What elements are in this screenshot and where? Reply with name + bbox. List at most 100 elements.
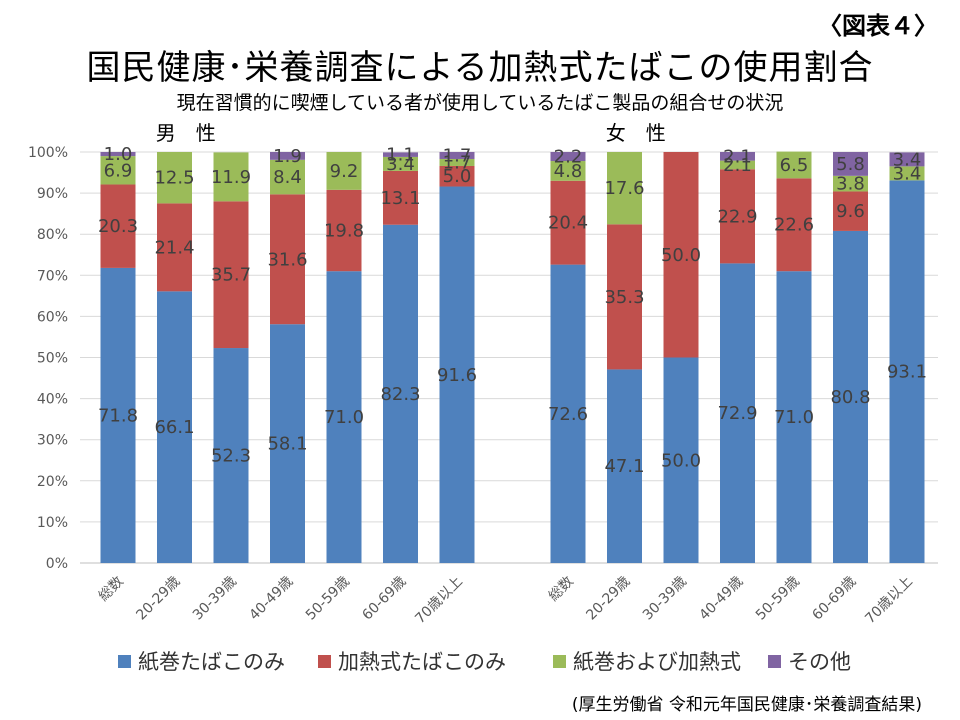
data-label: 3.4 [893,149,922,170]
data-labels: 71.8 20.3 6.91.0 66.1 21.4 12.5 52.3 35.7 11.9 58… [98,144,927,477]
data-label: 5.0 [443,166,472,187]
data-label: 3.4 [893,163,922,184]
data-label: 1.7 [443,145,472,166]
bar-segment [889,152,925,167]
data-label: 22.9 [717,206,757,227]
legend-swatch [768,655,781,668]
bar-segment [776,271,812,563]
x-tick-label: 30-39歳 [640,574,690,624]
x-tick-label: 40-49歳 [246,574,296,624]
bar-segment [157,152,192,204]
bar-segment [383,152,418,157]
bar-segment [889,166,925,181]
bar-segment [157,291,192,563]
y-tick-label: 30% [37,433,68,449]
data-label: 50.0 [661,450,701,471]
y-tick-label: 50% [37,351,68,367]
data-label: 5.8 [836,154,865,175]
data-label: 20.3 [98,216,138,237]
group-title: 男 性 [156,121,216,145]
data-label: 71.0 [774,407,814,428]
data-label: 71.8 [98,405,138,426]
bar-segment [439,165,475,187]
data-label: 11.9 [211,167,251,188]
bar-segment [833,191,868,231]
x-tick-label: 50-59歳 [753,574,803,624]
bars [100,151,925,564]
bar-segment [833,175,868,192]
data-label: 1.9 [273,146,302,167]
bar-segment [550,180,586,265]
data-label: 4.8 [554,161,583,182]
bar-segment [100,184,136,268]
bar-segment [720,263,755,563]
bar-segment [550,152,586,162]
legend-label: 紙巻たばこのみ [138,650,285,674]
legend-label: 紙巻および加熱式 [573,650,741,674]
data-label: 12.5 [154,168,194,189]
data-label: 50.0 [661,245,701,266]
data-label: 9.6 [836,201,865,222]
bar-segment [663,152,699,358]
data-label: 35.7 [211,265,251,286]
y-tick-label: 100% [28,145,68,161]
bar-segment [326,271,362,563]
chart-title: 国民健康･栄養調査による加熱式たばこの使用割合 [86,48,874,88]
y-tick-label: 90% [37,186,68,202]
bar-segment [270,194,305,325]
bar-segment [157,203,192,292]
bar-segment [550,161,586,181]
data-label: 6.5 [780,155,809,176]
bar-segment [383,224,418,563]
y-tick-label: 20% [37,474,68,490]
bar-segment [270,159,305,195]
bar-segment [607,152,642,225]
bar-segment [607,369,642,563]
bar-segment [550,264,586,563]
bar-segment [776,178,812,272]
legend-swatch [318,655,331,668]
x-tick-label: 70歳以上 [412,574,466,628]
legend-label: その他 [788,650,851,674]
bar-segment [100,267,136,563]
y-tick-label: 10% [37,515,68,531]
data-label: 2.1 [723,155,752,176]
chart-subtitle: 現在習慣的に喫煙している者が使用しているたばこ製品の組合せの状況 [176,92,784,114]
data-label: 82.3 [380,384,420,405]
bar-segment [833,152,868,176]
data-label: 58.1 [267,434,307,455]
data-label: 1.1 [386,145,415,166]
data-label: 72.6 [548,404,588,425]
data-label: 66.1 [154,417,194,438]
y-tick-label: 80% [37,227,68,243]
bar-segment [100,156,136,185]
bar-segment [383,170,418,225]
data-label: 35.3 [604,287,644,308]
data-label: 17.6 [604,178,644,199]
data-label: 2.2 [554,147,583,168]
data-label: 72.9 [717,403,757,424]
figure-label: 〈図表４〉 [818,12,938,40]
data-label: 19.8 [324,221,364,242]
data-label: 71.0 [324,407,364,428]
group-title: 女 性 [606,121,666,145]
x-tick-label: 総数 [96,574,127,605]
bar-segment [100,152,136,157]
bar-segment [213,201,249,349]
bar-segment [720,169,755,264]
data-label: 13.1 [380,188,420,209]
bar-segment [439,158,475,166]
bar-segment [720,160,755,170]
data-label: 93.1 [887,362,927,383]
data-label: 91.6 [437,365,477,386]
bar-segment [270,152,305,160]
x-tick-label: 総数 [546,574,577,605]
x-tick-label: 20-29歳 [133,574,183,624]
legend: 紙巻たばこのみ 加熱式たばこのみ 紙巻および加熱式 その他 [118,650,851,674]
bar-segment [663,357,699,563]
data-label: 1.7 [443,152,472,173]
y-tick-label: 60% [37,309,68,325]
bar-segment [607,224,642,370]
bar-segment [720,152,755,161]
